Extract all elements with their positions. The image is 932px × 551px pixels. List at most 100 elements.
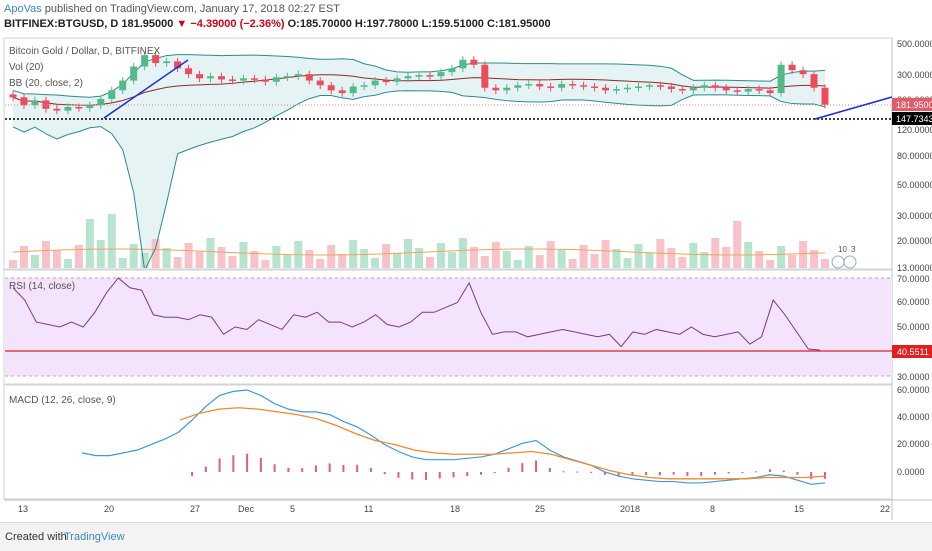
candle: [360, 81, 368, 91]
price-axis-label: 50.00000: [897, 180, 932, 190]
macd-histogram-bar: [521, 463, 524, 472]
author-link[interactable]: ApoVas: [4, 3, 42, 15]
macd-histogram-bar: [824, 472, 826, 479]
volume-bar: [250, 251, 259, 268]
price-axis-label: 13.00000: [897, 263, 932, 273]
candle: [108, 86, 116, 103]
time-axis-label: 5: [290, 504, 295, 514]
macd-histogram-bar: [369, 468, 372, 472]
candle: [75, 103, 83, 112]
volume-bar: [195, 252, 204, 268]
volume-bar: [623, 258, 632, 268]
price-badge: 181.95000: [896, 100, 932, 110]
macd-histogram-bar: [658, 472, 661, 476]
signal-line: [179, 407, 826, 480]
volume-bar: [316, 259, 325, 268]
macd-histogram-bar: [672, 472, 675, 475]
macd-histogram-bar: [191, 472, 194, 477]
candle: [503, 84, 511, 95]
volume-bar: [557, 250, 566, 268]
candle: [656, 81, 664, 91]
macd-histogram-bar: [576, 471, 579, 473]
macd-histogram-bar: [700, 472, 703, 477]
volume-bar: [151, 239, 160, 268]
macd-legend: MACD (12, 26, close, 9): [9, 395, 116, 406]
volume-bar: [513, 260, 522, 268]
event-flag-icon[interactable]: [843, 255, 857, 269]
rsi-badge: 40.5511: [897, 347, 929, 357]
candle: [294, 70, 302, 80]
candle: [239, 74, 247, 85]
time-axis-label: Dec: [238, 504, 255, 514]
macd-histogram-bar: [397, 472, 400, 478]
rsi-line: [12, 277, 821, 351]
macd-histogram-bar: [314, 465, 317, 472]
volume-bar: [579, 245, 588, 268]
volume-bar: [30, 255, 39, 268]
time-axis-label: 22: [880, 504, 890, 514]
trendline[interactable]: [103, 59, 189, 119]
candle: [788, 61, 796, 74]
candle: [821, 84, 829, 109]
bb-lower-line: [12, 90, 826, 268]
volume-bar: [52, 250, 61, 268]
volume-bar: [338, 254, 347, 268]
time-axis-label: 25: [535, 504, 545, 514]
candle: [426, 71, 434, 80]
volume-bar: [546, 241, 555, 268]
volume-bar: [700, 252, 709, 268]
trendline[interactable]: [814, 96, 893, 120]
event-flag-icon[interactable]: [831, 255, 845, 269]
candle: [755, 85, 763, 95]
volume-bars: [9, 214, 829, 268]
time-axis-label: 20: [104, 504, 114, 514]
candle: [722, 84, 730, 95]
candle: [777, 61, 785, 97]
candle: [733, 86, 741, 96]
candle: [305, 70, 313, 85]
candle: [437, 68, 445, 80]
candle: [53, 105, 61, 115]
candle: [393, 74, 401, 86]
volume-bar: [810, 250, 819, 268]
volume-bar: [404, 239, 413, 268]
volume-bar: [788, 255, 797, 268]
macd-histogram-bar: [466, 472, 469, 477]
volume-bar: [722, 247, 731, 268]
price-change: ▼ −4.39000 (−2.36%): [176, 18, 285, 30]
macd-histogram-bar: [713, 472, 716, 475]
macd-histogram-bar: [301, 468, 304, 472]
macd-histogram-bar: [259, 457, 262, 472]
rsi-badge-bg: [892, 345, 932, 358]
volume-bar: [645, 253, 654, 268]
volume-bar: [667, 248, 676, 268]
volume-bar: [96, 240, 105, 268]
volume-bar: [327, 245, 336, 268]
macd-histogram-bar: [741, 472, 744, 473]
macd-histogram-bar: [617, 472, 620, 476]
volume-bar: [733, 221, 742, 268]
candle: [569, 80, 577, 90]
candle: [602, 84, 610, 95]
candle: [196, 70, 204, 83]
macd-histogram-bar: [603, 472, 606, 475]
chart-canvas[interactable]: Bitcoin Gold / Dollar, D, BITFINEX Vol (…: [0, 0, 932, 520]
tradingview-logo-link[interactable]: TradingView: [64, 531, 125, 543]
candle: [711, 81, 719, 92]
candle: [700, 81, 708, 92]
candles: [9, 51, 829, 115]
macd-histogram: [191, 453, 826, 480]
volume-bar: [480, 256, 489, 268]
volume-bar: [206, 238, 215, 268]
macd-line: [81, 389, 826, 485]
volume-ma-line: [12, 248, 826, 256]
candle: [689, 84, 697, 95]
price-axis-label: 120.00000: [897, 125, 932, 135]
volume-bar: [568, 259, 577, 268]
candle: [185, 64, 193, 78]
macd-histogram-bar: [535, 460, 538, 472]
volume-bar: [535, 255, 544, 268]
volume-bar: [9, 260, 17, 268]
volume-bar: [458, 238, 467, 268]
price-legend-title: Bitcoin Gold / Dollar, D, BITFINEX: [9, 46, 160, 57]
